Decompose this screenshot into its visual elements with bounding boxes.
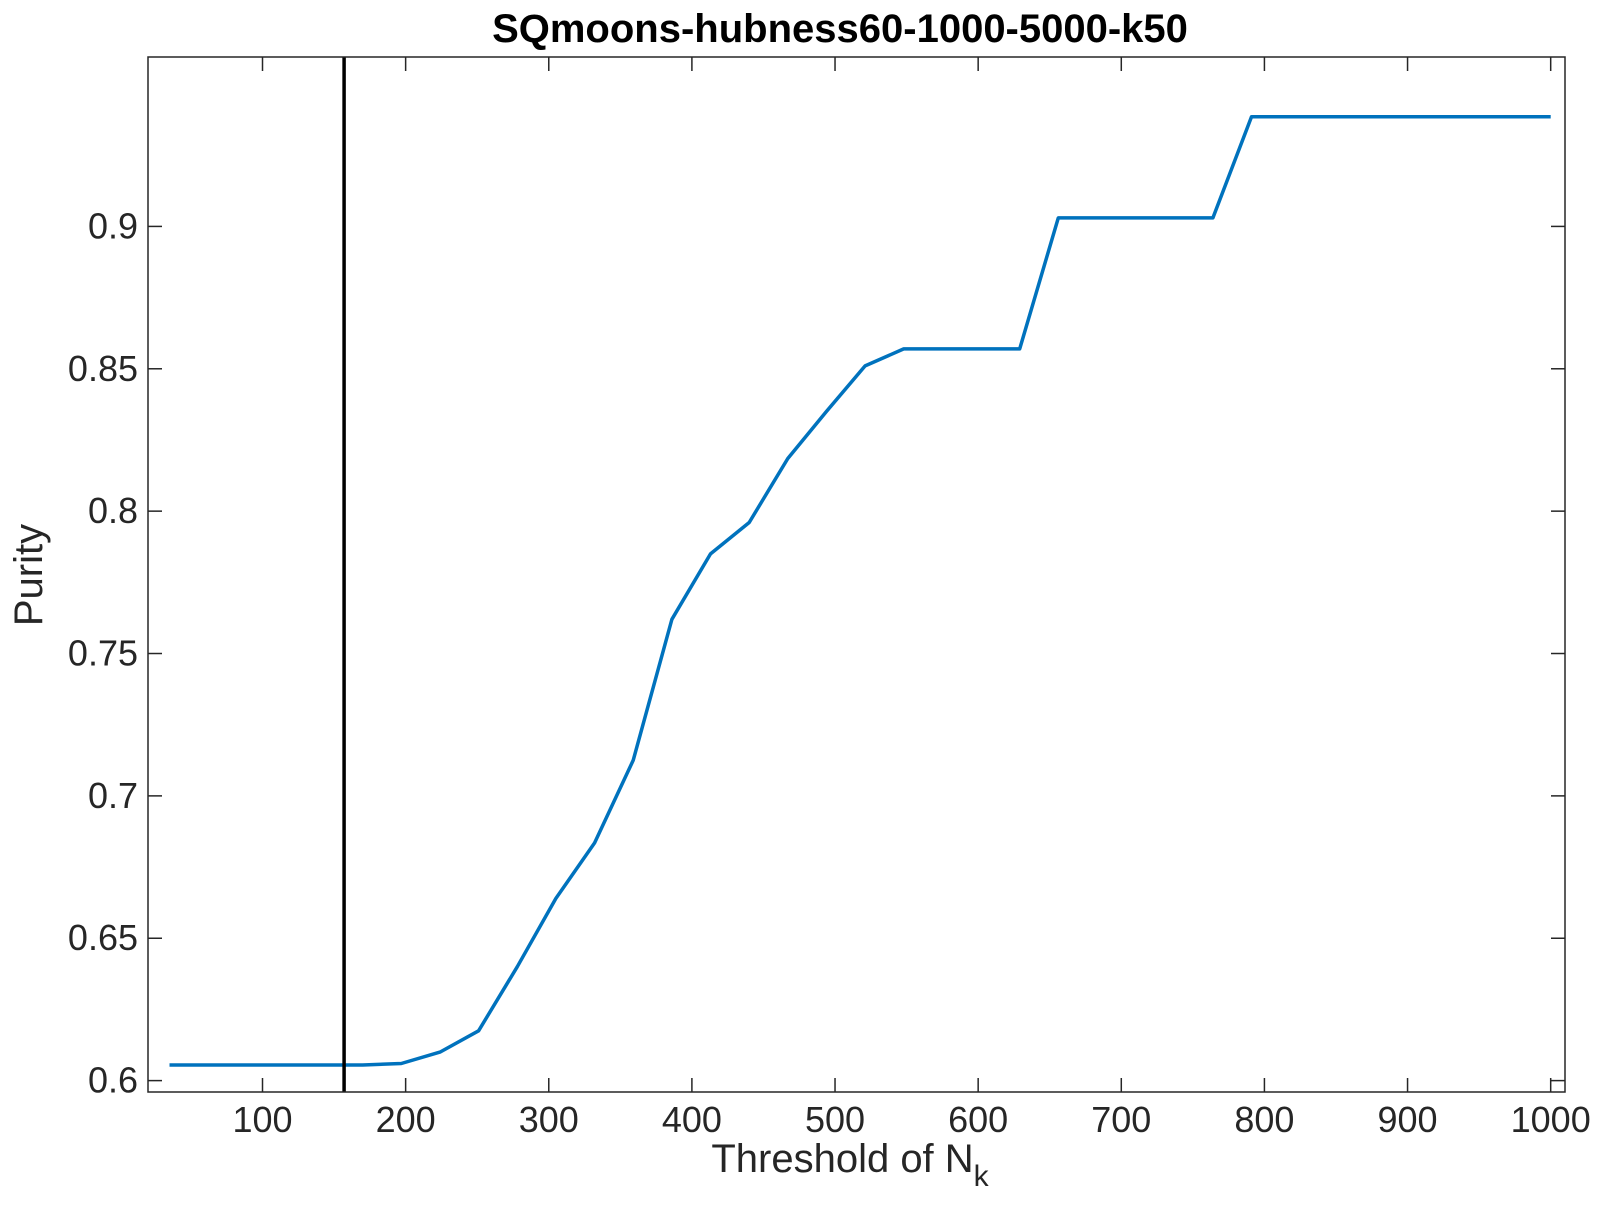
x-axis-label-subscript: k	[974, 1160, 990, 1193]
x-tick-label: 500	[805, 1099, 865, 1140]
x-tick-label: 200	[376, 1099, 436, 1140]
x-tick-label: 800	[1234, 1099, 1294, 1140]
plot-frame	[147, 56, 1566, 1093]
y-tick-label: 0.85	[68, 348, 138, 389]
x-tick-label: 100	[232, 1099, 292, 1140]
plot-lines	[169, 57, 1551, 1092]
x-tick-label: 600	[948, 1099, 1008, 1140]
x-tick-label: 400	[662, 1099, 722, 1140]
x-axis-label: Threshold of Nk	[711, 1137, 989, 1193]
y-tick-label: 0.8	[88, 490, 138, 531]
x-tick-label: 900	[1378, 1099, 1438, 1140]
x-tick-label: 1000	[1511, 1099, 1591, 1140]
x-tick-label: 700	[1091, 1099, 1151, 1140]
x-axis-label-main: Threshold of N	[711, 1137, 973, 1181]
y-tick-label: 0.75	[68, 633, 138, 674]
chart-title: SQmoons-hubness60-1000-5000-k50	[492, 7, 1188, 51]
x-axis-ticks: 100 200 300 400 500 600 700 800 900 1000	[232, 57, 1591, 1140]
x-tick-label: 300	[519, 1099, 579, 1140]
y-tick-label: 0.6	[88, 1060, 138, 1101]
series-line	[169, 115, 1551, 1067]
y-axis-ticks: 0.6 0.65 0.7 0.75 0.8 0.85 0.9	[68, 205, 1565, 1101]
y-tick-label: 0.65	[68, 917, 138, 958]
y-tick-label: 0.7	[88, 775, 138, 816]
y-tick-label: 0.9	[88, 205, 138, 246]
plot-area	[148, 57, 1565, 1092]
y-axis-label: Purity	[7, 524, 51, 626]
